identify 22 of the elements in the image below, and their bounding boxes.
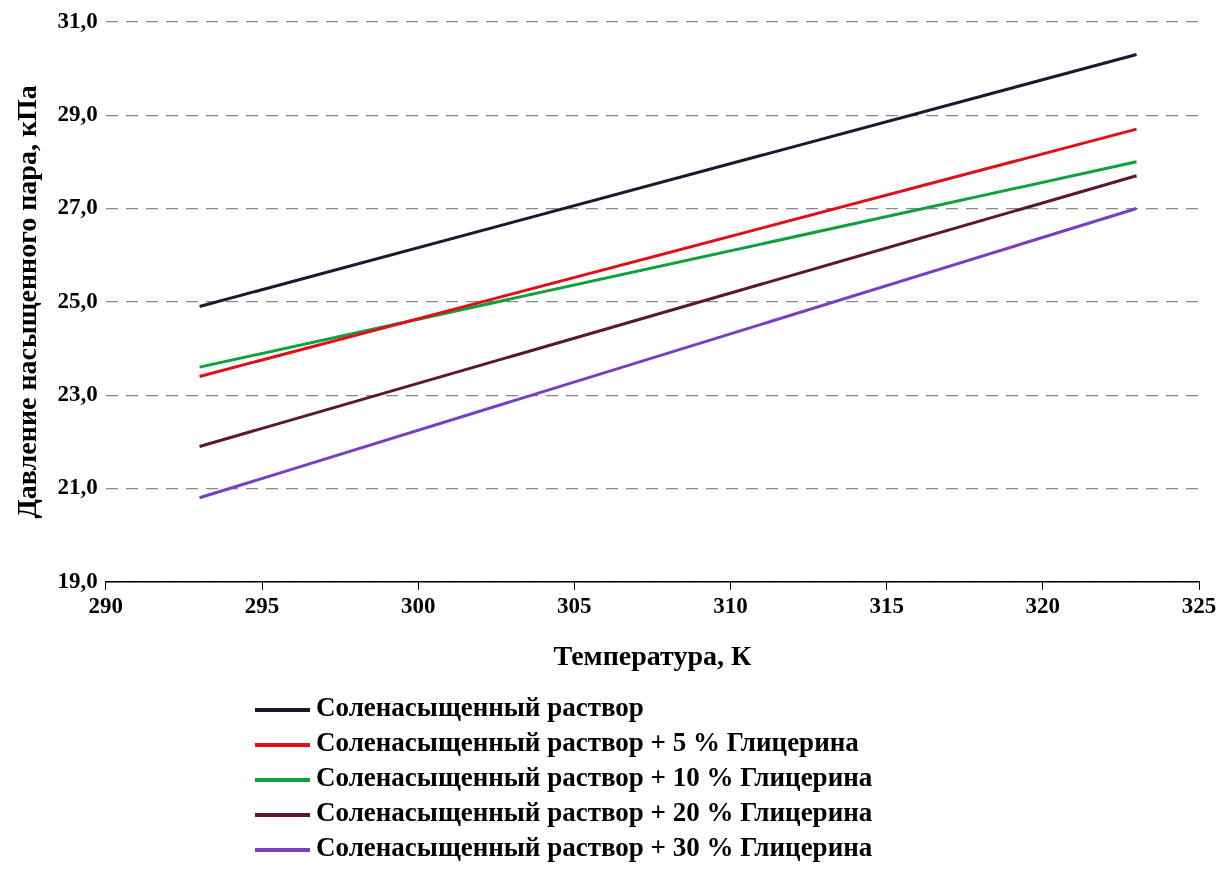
y-tick-label: 27,0 [57,194,98,220]
x-axis-title: Температура, К [553,640,753,672]
x-tick-label: 320 [1025,592,1061,618]
legend-label: Соленасыщенный раствор + 20 % Глицерина [316,797,873,827]
y-tick-label: 19,0 [57,567,98,593]
y-tick-label: 29,0 [57,101,98,127]
y-axis-title: Давление насыщенного пара, кПа [11,85,43,519]
x-tick-label: 310 [713,592,748,618]
x-tick-label: 290 [88,592,124,618]
y-tick-label: 25,0 [57,287,98,313]
y-tick-label: 31,0 [57,7,98,33]
x-tick-label: 295 [244,592,280,618]
legend-label: Соленасыщенный раствор + 5 % Глицерина [316,727,859,757]
legend-label: Соленасыщенный раствор [316,692,644,722]
y-tick-label: 23,0 [57,381,98,407]
legend-label: Соленасыщенный раствор + 30 % Глицерина [316,832,873,862]
x-tick-label: 315 [869,592,904,618]
x-tick-label: 325 [1181,592,1217,618]
x-tick-label: 305 [557,592,592,618]
y-tick-label: 21,0 [57,474,98,500]
x-tick-label: 300 [400,592,436,618]
legend-label: Соленасыщенный раствор + 10 % Глицерина [316,762,873,792]
